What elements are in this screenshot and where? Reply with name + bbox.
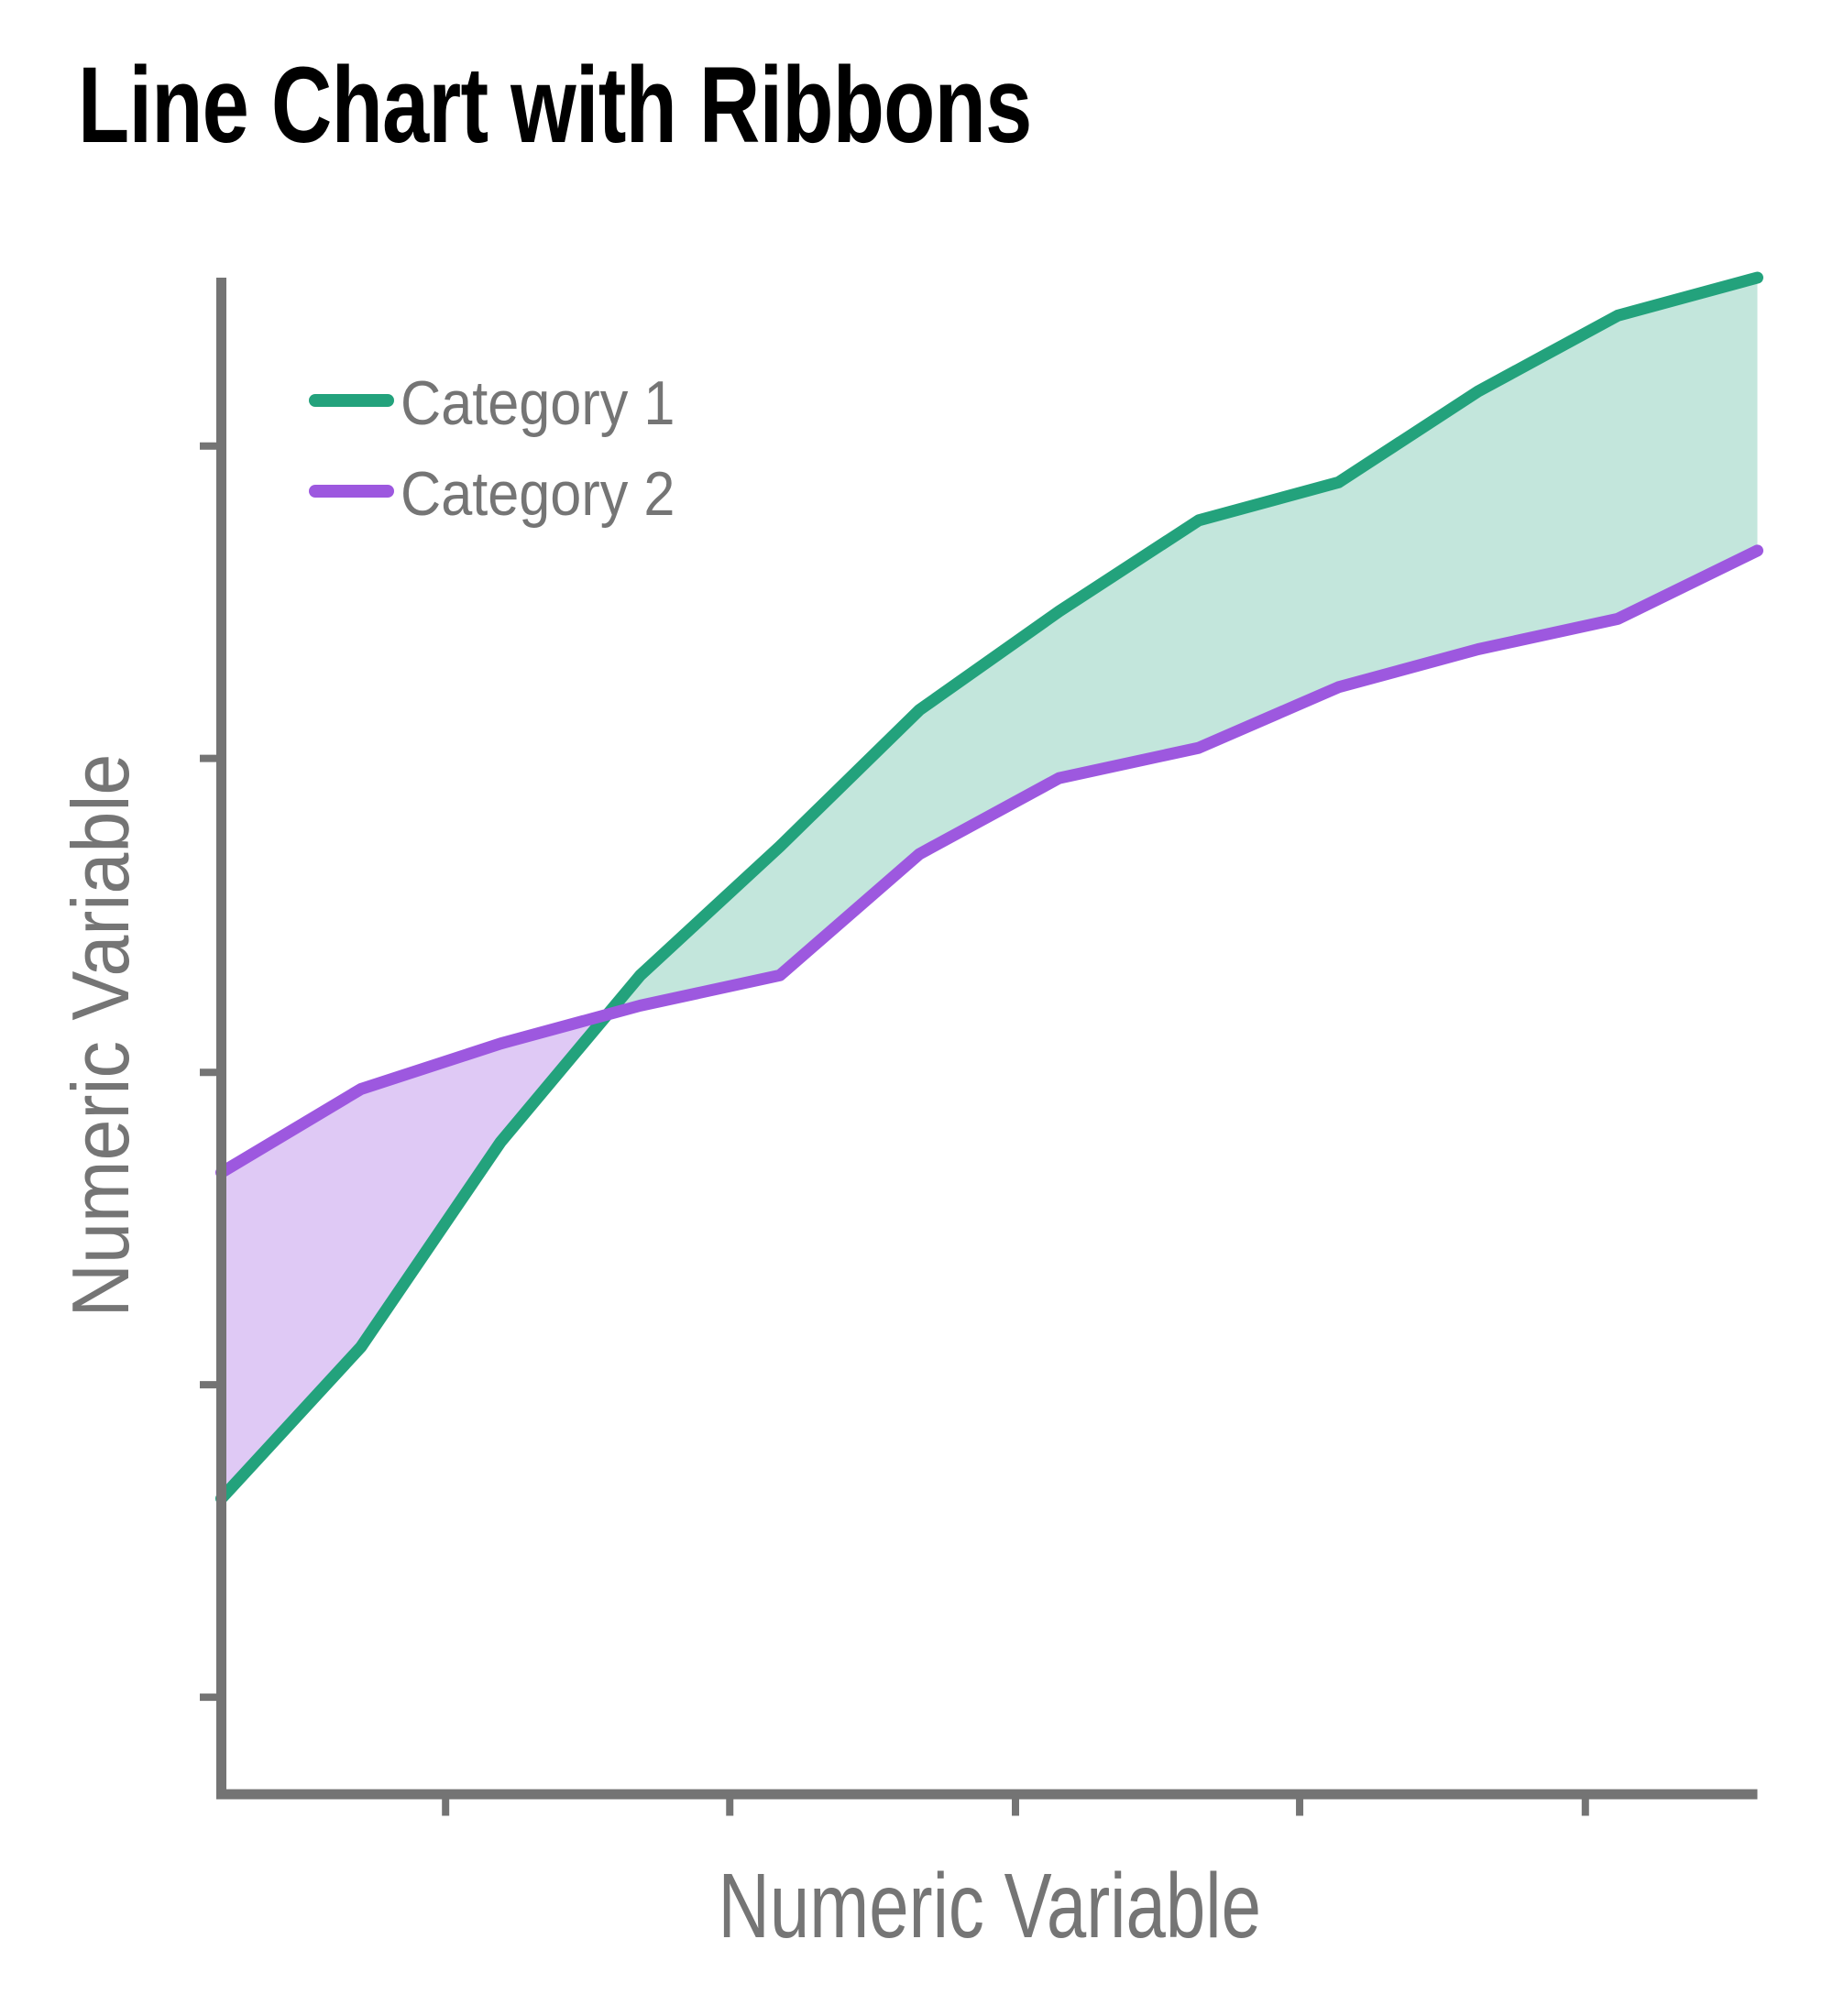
ribbon-purple-region [221,1014,608,1499]
category-2-line [215,544,1763,1178]
category-1-line [215,271,1763,1505]
legend-swatch-category-1 [309,394,394,407]
ribbon-green-region [607,278,1758,1015]
x-axis-label: Numeric Variable [718,1855,1262,1957]
axis-spines [216,278,1758,1800]
y-axis-label: Numeric Variable [55,753,146,1318]
legend-label-category-2: Category 2 [401,459,675,529]
x-axis-label-wrap: Numeric Variable [222,1860,1758,1952]
chart-title: Line Chart with Ribbons [78,45,1032,166]
legend-swatch-category-2 [309,485,394,498]
legend-label-category-1: Category 1 [401,368,675,438]
